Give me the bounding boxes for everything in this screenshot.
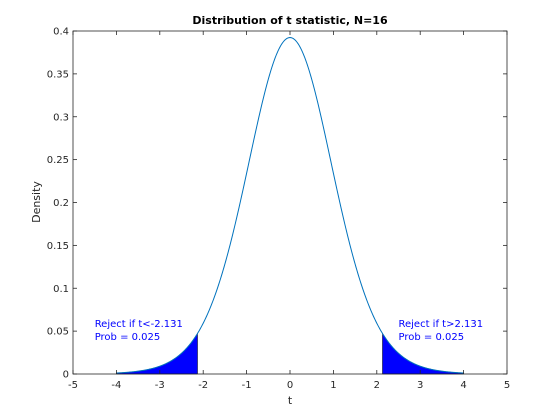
x-tick-label: -3	[155, 380, 165, 391]
x-tick-label: 3	[417, 380, 423, 391]
y-axis-ticks: 0 0.05 0.1 0.15 0.2 0.25 0.3 0.35 0.4	[47, 27, 507, 381]
x-axis-ticks: -5 -4 -3 -2 -1 0 1 2 3 4 5	[68, 31, 510, 391]
x-tick-label: 1	[330, 380, 336, 391]
x-axis-label: t	[288, 394, 293, 407]
y-tick-label: 0.1	[53, 284, 69, 295]
y-tick-label: 0.05	[47, 327, 69, 338]
annotation-left-line-2: Prob = 0.025	[95, 332, 161, 343]
annotation-right-line-1: Reject if t>2.131	[399, 319, 484, 330]
y-tick-label: 0.2	[53, 198, 69, 209]
x-tick-label: -5	[68, 380, 78, 391]
y-tick-label: 0.3	[53, 112, 69, 123]
x-tick-label: -4	[111, 380, 121, 391]
annotation-right-line-2: Prob = 0.025	[399, 332, 465, 343]
y-tick-label: 0.25	[47, 155, 69, 166]
density-curve	[116, 37, 464, 374]
y-tick-label: 0.15	[47, 241, 69, 252]
y-tick-label: 0	[63, 370, 69, 381]
chart-title: Distribution of t statistic, N=16	[192, 14, 388, 27]
y-tick-label: 0.4	[53, 27, 69, 38]
y-tick-label: 0.35	[47, 69, 69, 80]
plot-area	[73, 31, 507, 374]
x-tick-label: 4	[460, 380, 466, 391]
density-curve-group	[116, 37, 464, 374]
x-tick-label: -1	[242, 380, 252, 391]
annotation-left-line-1: Reject if t<-2.131	[95, 319, 183, 330]
y-axis-label: Density	[30, 181, 43, 223]
x-tick-label: 0	[287, 380, 293, 391]
x-tick-label: 5	[504, 380, 510, 391]
x-tick-label: 2	[374, 380, 380, 391]
x-tick-label: -2	[198, 380, 208, 391]
annotations: Reject if t<-2.131 Prob = 0.025 Reject if …	[95, 319, 483, 343]
